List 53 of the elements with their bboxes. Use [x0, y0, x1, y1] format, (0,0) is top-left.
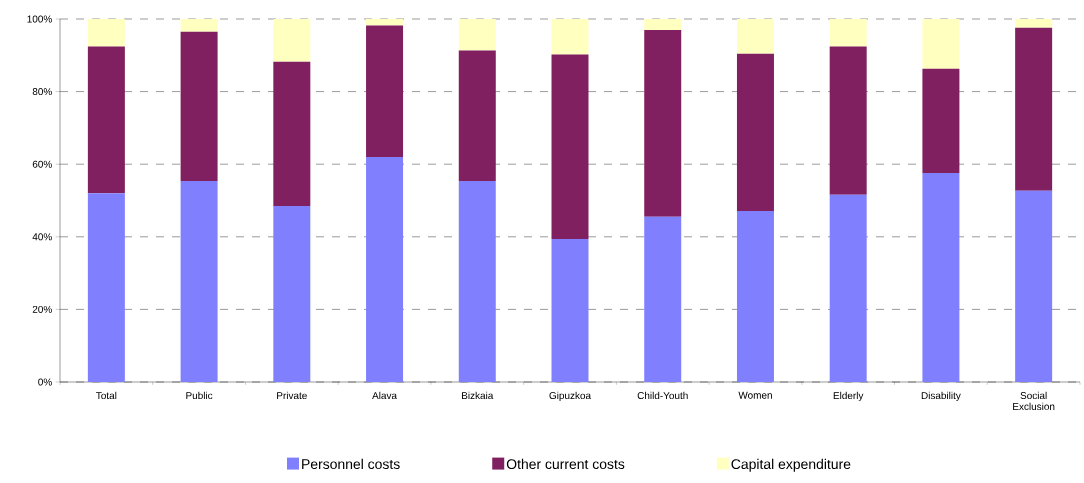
bar [180, 180, 218, 382]
y-tick-label: 80% [32, 88, 52, 96]
bar [1015, 190, 1053, 382]
bar [551, 238, 589, 382]
y-tick-label: 100% [27, 15, 52, 23]
bar [87, 46, 125, 194]
x-tick-label: Elderly [833, 391, 864, 402]
bar [644, 19, 682, 30]
x-tick-label: Social Exclusion [1013, 391, 1055, 411]
bar [458, 50, 496, 181]
bar [736, 211, 774, 382]
bar [922, 172, 960, 382]
bar [736, 19, 774, 54]
bar [644, 29, 682, 217]
x-tick-label: Women [738, 391, 772, 399]
x-tick-label: Total [96, 391, 117, 400]
y-tick-label: 0% [38, 378, 52, 386]
x-tick-label: Alava [372, 391, 398, 400]
legend-label: Capital expenditure [731, 458, 851, 472]
bar [551, 54, 589, 239]
bar [366, 19, 404, 26]
bar [922, 19, 960, 69]
legend-label: Personnel costs [302, 458, 400, 470]
bar [273, 61, 311, 206]
x-tick-label: Public [186, 391, 213, 400]
bar [180, 31, 218, 181]
x-tick-label: Child-Youth [637, 391, 688, 400]
x-tick-label: Disability [921, 391, 961, 402]
x-tick-label: Bizkaia [462, 391, 494, 400]
bar [87, 19, 125, 47]
bar [366, 156, 404, 382]
bar [87, 193, 125, 382]
legend-label: Other current costs [506, 458, 625, 470]
bar [551, 19, 589, 55]
bar [180, 19, 218, 32]
bar [273, 19, 311, 62]
bar [458, 19, 496, 51]
bar [273, 205, 311, 382]
bar [829, 194, 867, 382]
y-tick-label: 60% [32, 160, 52, 168]
x-tick-label: Gipuzkoa [549, 391, 592, 402]
bar [736, 53, 774, 212]
bar [366, 25, 404, 157]
bar [829, 19, 867, 47]
bar [458, 180, 496, 382]
bar [829, 46, 867, 195]
bar [644, 216, 682, 382]
y-tick-label: 40% [32, 233, 52, 241]
x-tick-label: Private [277, 391, 307, 400]
bar [1015, 19, 1053, 28]
y-tick-label: 20% [32, 305, 52, 313]
bar [1015, 27, 1053, 191]
bar [922, 68, 960, 173]
